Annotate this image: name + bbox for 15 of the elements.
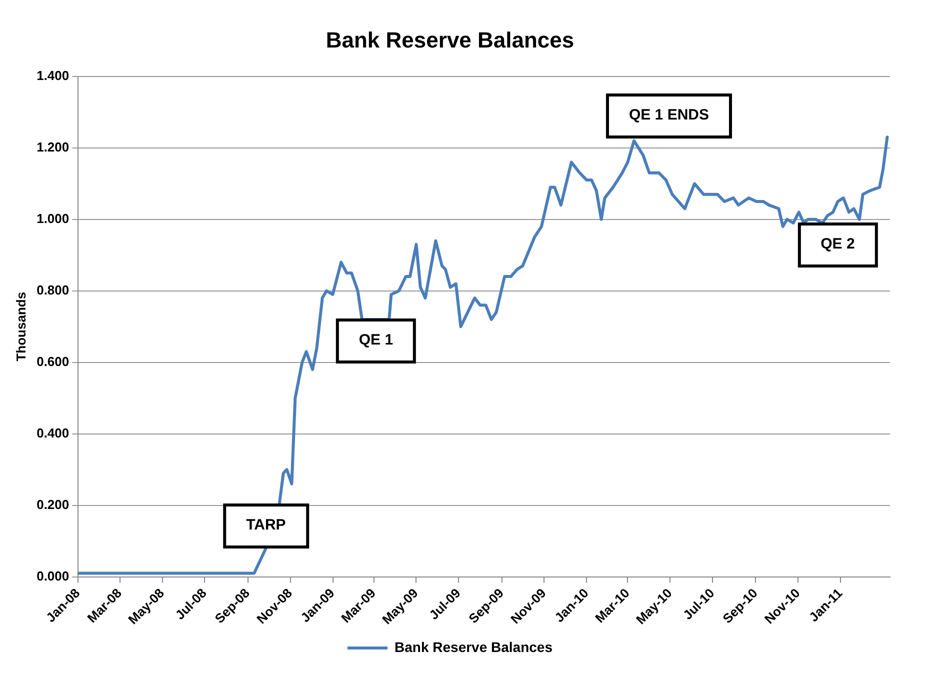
y-tick-label: 0.600 xyxy=(36,354,70,369)
y-tick-label: 0.800 xyxy=(36,282,70,298)
callout-box: TARP xyxy=(223,504,309,549)
y-tick-label: 1.000 xyxy=(36,210,70,226)
y-axis-title: Thousands xyxy=(13,292,28,362)
y-tick-label: 0.000 xyxy=(36,568,70,584)
callout-box: QE 2 xyxy=(798,222,878,268)
y-tick-label: 0.200 xyxy=(36,496,70,512)
y-tick-label: 0.400 xyxy=(36,425,70,440)
callout-box: QE 1 ENDS xyxy=(606,93,732,138)
y-tick-label: 1.400 xyxy=(36,68,70,83)
chart-title: Bank Reserve Balances xyxy=(326,27,574,52)
legend-label: Bank Reserve Balances xyxy=(394,638,553,655)
y-tick-label: 1.200 xyxy=(36,139,70,154)
callout-box: QE 1 xyxy=(336,318,416,364)
